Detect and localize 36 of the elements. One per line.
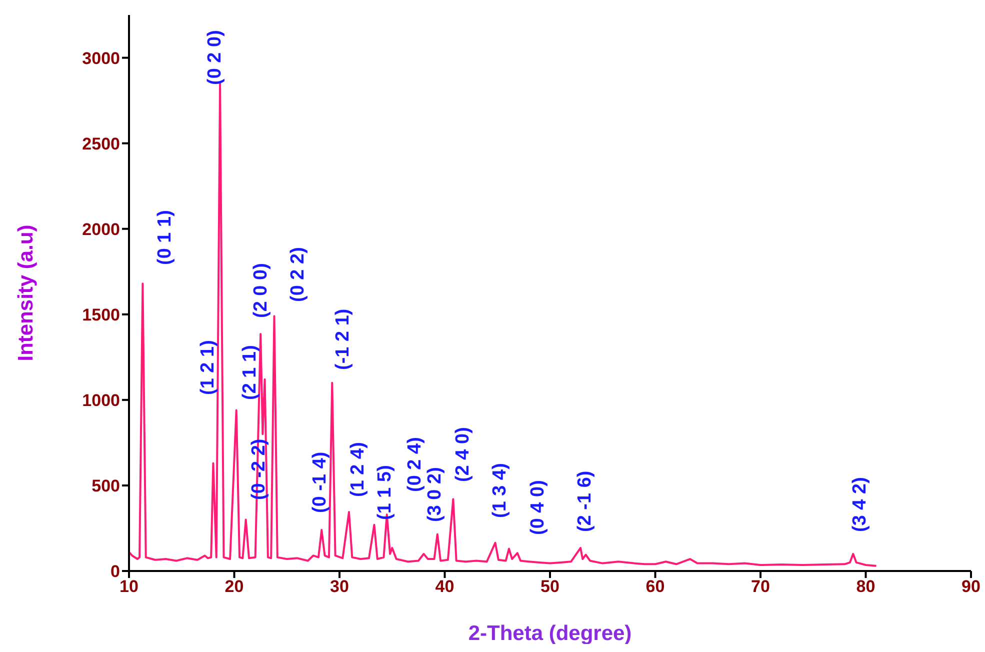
- x-tick-label: 90: [962, 577, 980, 596]
- y-tick-label: 500: [92, 476, 120, 496]
- y-tick-label: 2000: [82, 220, 120, 239]
- annotation: (1 2 1): [198, 340, 218, 395]
- x-tick-label: 10: [120, 577, 138, 596]
- annotation: (1 2 4): [348, 442, 368, 497]
- annotation: (2 4 0): [452, 427, 474, 482]
- annotation: (-1 2 1): [332, 308, 354, 370]
- annotation: (1 3 4): [490, 463, 510, 518]
- annotation: (0 -1 4): [310, 452, 330, 513]
- x-tick-label: 70: [751, 577, 770, 596]
- annotation: (2 1 1): [240, 345, 260, 400]
- x-tick-label: 30: [330, 577, 349, 596]
- annotation: (2 -1 6): [574, 470, 596, 532]
- annotation: (0 2 2): [288, 247, 308, 302]
- annotation: (1 1 5): [374, 465, 396, 520]
- y-tick-label: 1000: [82, 390, 120, 410]
- annotation: (3 0 2): [424, 467, 446, 522]
- annotation: (2 0 0): [250, 263, 272, 318]
- annotation: (3 4 2): [850, 477, 870, 532]
- y-axis-title: Intensity (a.u): [14, 224, 38, 362]
- x-tick-label: 40: [435, 577, 454, 596]
- y-tick-label: 0: [110, 562, 120, 582]
- annotation: (0 -2 2): [248, 438, 270, 500]
- annotation: (0 4 0): [528, 480, 548, 535]
- y-tick-label: 2500: [82, 134, 120, 154]
- y-tick-label: 1500: [82, 305, 120, 324]
- x-tick-label: 50: [540, 577, 560, 596]
- annotation: (0 2 4): [404, 437, 426, 492]
- annotation: (0 2 0): [204, 30, 226, 85]
- x-tick-label: 80: [856, 577, 876, 596]
- y-tick-label: 3000: [82, 48, 120, 68]
- annotation: (0 1 1): [154, 210, 176, 265]
- x-tick-label: 20: [224, 577, 244, 596]
- x-tick-label: 60: [646, 577, 665, 596]
- line-series: [129, 82, 878, 567]
